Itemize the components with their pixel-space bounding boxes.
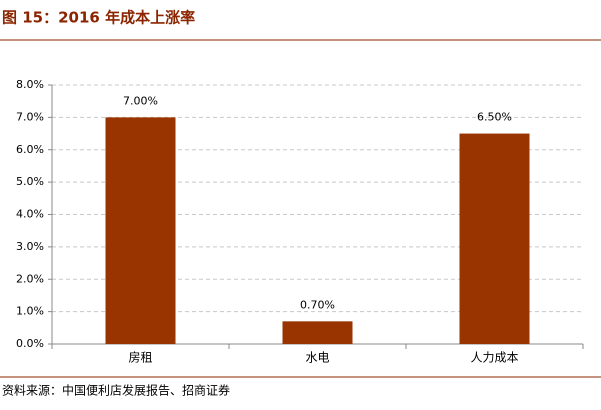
y-tick-label: 7.0% (16, 110, 44, 123)
y-tick-label: 0.0% (16, 337, 44, 350)
value-label: 7.00% (123, 94, 158, 107)
value-label: 6.50% (477, 111, 512, 124)
y-tick-label: 8.0% (16, 78, 44, 91)
bar (105, 117, 176, 344)
y-tick-label: 4.0% (16, 208, 44, 221)
y-tick-label: 1.0% (16, 305, 44, 318)
y-tick-label: 2.0% (16, 272, 44, 285)
chart-title: 图 15：2016 年成本上涨率 (2, 9, 195, 27)
bar (282, 321, 353, 344)
value-label: 0.70% (300, 298, 335, 311)
source: 资料来源：中国便利店发展报告、招商证券 (2, 383, 230, 398)
x-tick-label: 人力成本 (470, 351, 518, 365)
y-tick-label: 3.0% (16, 240, 44, 253)
y-tick-label: 5.0% (16, 175, 44, 188)
bar (459, 133, 530, 344)
x-tick-label: 房租 (128, 350, 152, 365)
y-tick-label: 6.0% (16, 143, 44, 156)
x-tick-label: 水电 (305, 351, 329, 365)
